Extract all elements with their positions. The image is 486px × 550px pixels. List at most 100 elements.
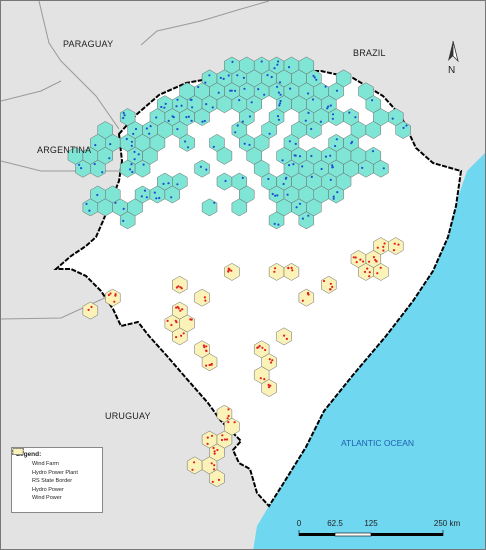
wind-plant-point <box>397 243 400 246</box>
wind-plant-point <box>363 270 367 273</box>
wind-plant-point <box>368 275 371 278</box>
wind-plant-point <box>392 249 396 252</box>
hydro-plant-point <box>78 163 81 166</box>
wind-plant-point <box>182 332 185 335</box>
hydro-hex-cell <box>194 159 210 178</box>
hydro-plant-point <box>348 111 351 114</box>
hydro-hex-cell <box>119 211 136 230</box>
hydro-plant-point <box>172 116 175 119</box>
hydro-plant-point <box>158 196 161 200</box>
legend-item-wind-farm: Wind Farm <box>16 450 98 469</box>
wind-plant-point <box>290 266 293 269</box>
wind-plant-point <box>175 286 178 289</box>
wind-plant-point <box>179 286 182 289</box>
hydro-plant-point <box>130 140 133 143</box>
wind-hex-cell <box>194 288 210 307</box>
hydro-plant-point <box>204 81 207 84</box>
wind-plant-point <box>225 438 229 441</box>
hydro-plant-point <box>176 183 179 186</box>
atlantic-ocean <box>253 153 485 549</box>
wind-plant-point <box>329 282 332 285</box>
hydro-plant-point <box>335 138 338 141</box>
wind-plant-point <box>273 270 276 273</box>
hydro-plant-point <box>354 116 357 119</box>
wind-plant-point <box>230 269 233 272</box>
legend: Legend: Wind Farm Hydro Power Plant RS S… <box>11 447 103 513</box>
wind-plant-point <box>221 434 224 437</box>
hydro-plant-point <box>191 106 194 109</box>
wind-plant-point <box>213 468 216 471</box>
wind-plant-point <box>368 271 371 274</box>
hydro-plant-point <box>276 63 279 66</box>
hydro-plant-point <box>142 163 145 166</box>
hydro-plant-point <box>88 209 91 212</box>
hydro-plant-point <box>213 201 216 204</box>
wind-hex-cell <box>298 288 315 307</box>
wind-plant-point <box>362 260 365 263</box>
wind-plant-point <box>174 319 177 322</box>
hydro-plant-point <box>279 99 282 103</box>
wind-plant-point <box>212 446 215 450</box>
hydro-plant-point <box>199 165 202 168</box>
wind-hex-cell <box>105 288 121 307</box>
hydro-plant-point <box>288 164 291 167</box>
wind-plant-point <box>166 319 169 322</box>
wind-plant-point <box>177 307 180 310</box>
hex-grid <box>67 56 411 488</box>
plant-points <box>78 60 408 483</box>
wind-plant-point <box>291 269 294 272</box>
hydro-plant-point <box>298 155 302 158</box>
hydro-plant-point <box>190 119 193 122</box>
hydro-plant-point <box>208 74 211 77</box>
hydro-plant-point <box>122 207 125 210</box>
hydro-plant-point <box>224 179 227 183</box>
hydro-plant-point <box>160 105 163 109</box>
wind-plant-point <box>372 256 376 259</box>
wind-plant-point <box>213 464 216 467</box>
hydro-plant-point <box>281 159 284 162</box>
hydro-plant-point <box>327 105 330 108</box>
wind-plant-point <box>227 267 230 270</box>
hydro-plant-point <box>164 102 167 105</box>
hydro-plant-point <box>201 120 204 123</box>
hydro-plant-point <box>145 127 148 130</box>
hydro-plant-point <box>324 155 328 158</box>
wind-plant-point <box>374 258 377 261</box>
hydro-plant-point <box>231 60 234 64</box>
hydro-plant-point <box>167 119 170 122</box>
hydro-plant-point <box>310 127 313 131</box>
legend-item-label: Hydro Power Plant <box>32 469 78 476</box>
hydro-plant-point <box>268 132 271 135</box>
hydro-plant-point <box>361 166 364 169</box>
wind-plant-point <box>205 345 208 348</box>
hydro-plant-point <box>277 118 280 121</box>
hydro-plant-point <box>294 142 297 145</box>
label-uruguay: URUGUAY <box>105 411 151 421</box>
hydro-plant-point <box>148 132 151 135</box>
hydro-plant-point <box>153 191 156 194</box>
hydro-plant-point <box>234 89 237 92</box>
hydro-plant-point <box>167 182 170 185</box>
hydro-plant-point <box>128 168 132 171</box>
hydro-plant-point <box>286 193 289 196</box>
wind-plant-point <box>227 408 230 411</box>
wind-plant-point <box>175 306 178 309</box>
hydro-plant-point <box>310 175 313 178</box>
hydro-plant-point <box>212 145 215 148</box>
hydro-plant-point <box>133 158 136 161</box>
hydro-plant-point <box>320 167 323 171</box>
hydro-plant-point <box>137 153 140 156</box>
scale-tick-62: 62.5 <box>327 519 343 528</box>
wind-plant-point <box>233 421 236 424</box>
hydro-plant-point <box>301 165 304 168</box>
legend-item-label: Wind Power <box>32 495 62 502</box>
wind-plant-point <box>223 438 226 441</box>
wind-plant-point <box>180 334 183 337</box>
hydro-plant-point <box>288 140 291 143</box>
hydro-plant-dot-icon <box>16 450 28 476</box>
hydro-plant-point <box>176 128 179 131</box>
hydro-hex-cell <box>365 121 382 139</box>
hydro-plant-point <box>242 76 245 79</box>
wind-plant-point <box>355 261 358 264</box>
hydro-plant-point <box>243 142 246 145</box>
